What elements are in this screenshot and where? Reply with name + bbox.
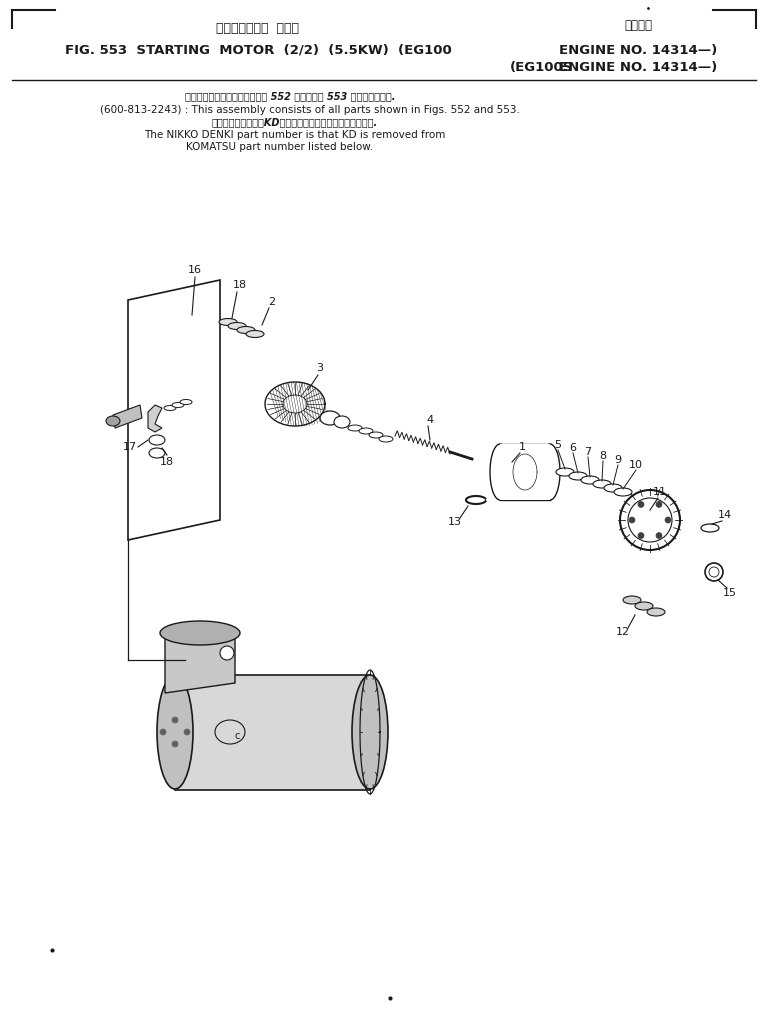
Polygon shape	[500, 444, 550, 500]
Text: (EG100S: (EG100S	[510, 60, 574, 73]
Text: (600-813-2243) : This assembly consists of all parts shown in Figs. 552 and 553.: (600-813-2243) : This assembly consists …	[100, 105, 520, 115]
Text: 6: 6	[570, 443, 577, 453]
Text: 18: 18	[233, 280, 247, 290]
Ellipse shape	[220, 646, 234, 660]
Text: 12: 12	[616, 627, 630, 637]
Text: ENGINE NO. 14314—): ENGINE NO. 14314—)	[559, 60, 717, 73]
Polygon shape	[165, 629, 235, 693]
Text: 品番のメーカー記号KDを取ったものが日産電機の品番です.: 品番のメーカー記号KDを取ったものが日産電機の品番です.	[212, 117, 378, 127]
Text: 適用号機: 適用号機	[624, 18, 652, 32]
Ellipse shape	[635, 602, 653, 610]
Ellipse shape	[164, 406, 176, 411]
Ellipse shape	[628, 498, 672, 542]
Polygon shape	[175, 675, 370, 790]
Ellipse shape	[569, 472, 587, 480]
Text: 9: 9	[614, 455, 621, 465]
Text: 1: 1	[518, 442, 525, 452]
Ellipse shape	[709, 567, 719, 577]
Ellipse shape	[334, 416, 350, 428]
Ellipse shape	[556, 468, 574, 476]
Bar	[215, 720, 260, 750]
Ellipse shape	[172, 741, 178, 747]
Ellipse shape	[581, 476, 599, 484]
Ellipse shape	[540, 444, 560, 500]
Text: 14: 14	[718, 510, 732, 520]
Text: 2: 2	[269, 297, 276, 307]
Ellipse shape	[656, 533, 662, 539]
Ellipse shape	[180, 400, 192, 405]
Ellipse shape	[352, 675, 388, 789]
Polygon shape	[148, 405, 162, 432]
Text: KOMATSU part number listed below.: KOMATSU part number listed below.	[187, 142, 373, 152]
Text: 11: 11	[653, 487, 667, 497]
Polygon shape	[128, 280, 220, 540]
Ellipse shape	[629, 517, 635, 523]
Ellipse shape	[623, 596, 641, 604]
Text: c: c	[234, 731, 240, 741]
Text: 7: 7	[584, 447, 591, 457]
Ellipse shape	[379, 436, 393, 442]
Text: 16: 16	[188, 265, 202, 275]
Ellipse shape	[219, 318, 237, 325]
Text: 18: 18	[160, 457, 174, 467]
Ellipse shape	[593, 480, 611, 488]
Ellipse shape	[172, 403, 184, 408]
Ellipse shape	[490, 444, 510, 500]
Ellipse shape	[604, 484, 622, 492]
Ellipse shape	[665, 517, 671, 523]
Ellipse shape	[638, 533, 644, 539]
Ellipse shape	[701, 524, 719, 532]
Ellipse shape	[172, 717, 178, 723]
Ellipse shape	[246, 331, 264, 338]
Text: スターティング  モータ: スターティング モータ	[217, 21, 300, 35]
Ellipse shape	[369, 432, 383, 438]
Ellipse shape	[160, 729, 166, 735]
Text: このアセンブリの構成部品は第 552 図および第 553 図をご覧みさい.: このアセンブリの構成部品は第 552 図および第 553 図をご覧みさい.	[185, 91, 396, 101]
Ellipse shape	[228, 322, 246, 330]
Ellipse shape	[320, 411, 340, 425]
Polygon shape	[113, 405, 142, 428]
Ellipse shape	[149, 448, 165, 458]
Ellipse shape	[359, 428, 373, 434]
Text: 4: 4	[426, 415, 434, 425]
Text: ENGINE NO. 14314—): ENGINE NO. 14314—)	[559, 44, 717, 57]
Text: The NIKKO DENKI part number is that KD is removed from: The NIKKO DENKI part number is that KD i…	[144, 130, 445, 140]
Text: 13: 13	[448, 517, 462, 527]
Ellipse shape	[348, 425, 362, 431]
Ellipse shape	[160, 621, 240, 645]
Text: 10: 10	[629, 460, 643, 470]
Ellipse shape	[149, 435, 165, 445]
Ellipse shape	[106, 416, 120, 426]
Ellipse shape	[237, 326, 255, 334]
Text: 5: 5	[554, 440, 561, 450]
Ellipse shape	[614, 488, 632, 496]
Text: 17: 17	[123, 442, 137, 452]
Ellipse shape	[620, 490, 680, 550]
Ellipse shape	[656, 501, 662, 507]
Ellipse shape	[184, 729, 190, 735]
Ellipse shape	[647, 608, 665, 616]
Text: FIG. 553  STARTING  MOTOR  (2/2)  (5.5KW)  (EG100: FIG. 553 STARTING MOTOR (2/2) (5.5KW) (E…	[65, 44, 452, 57]
Text: 8: 8	[600, 451, 607, 461]
Ellipse shape	[157, 675, 193, 789]
Text: 15: 15	[723, 588, 737, 598]
Ellipse shape	[638, 501, 644, 507]
Text: 3: 3	[316, 363, 323, 373]
Ellipse shape	[705, 563, 723, 581]
